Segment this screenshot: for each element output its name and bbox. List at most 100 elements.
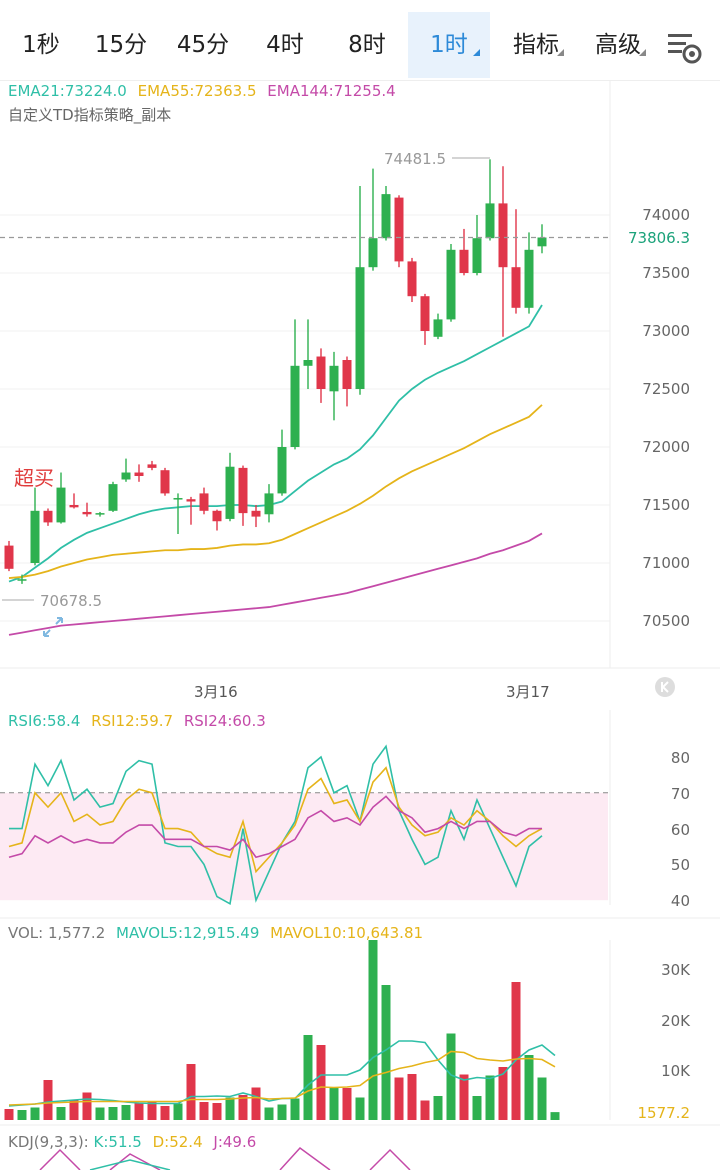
mavol10-label: MAVOL10:10,643.81 xyxy=(270,924,424,942)
rsi12-label: RSI12:59.7 xyxy=(91,712,174,730)
volume-bar xyxy=(4,1109,14,1120)
kdj-chart[interactable] xyxy=(0,1140,720,1170)
volume-chart[interactable] xyxy=(0,920,720,1130)
volume-bar xyxy=(199,1102,209,1120)
volume-bar xyxy=(225,1097,235,1120)
tab-label: 45分 xyxy=(176,32,230,58)
candle-body xyxy=(498,203,508,268)
current-price-label: 73806.3 xyxy=(612,227,706,249)
volume-bar xyxy=(186,1064,196,1120)
rsi-chart[interactable] xyxy=(0,700,720,920)
volume-bar xyxy=(472,1096,482,1120)
expand-icon[interactable] xyxy=(40,614,66,640)
candle-body xyxy=(160,470,170,494)
candle-body xyxy=(199,493,209,511)
candle-body xyxy=(134,472,144,476)
date-tick: 3月16 xyxy=(194,683,238,701)
indicator-name: 自定义TD指标策略_副本 xyxy=(8,106,172,124)
rsi-tick: 60 xyxy=(670,821,690,839)
volume-bar xyxy=(433,1096,443,1120)
volume-bar xyxy=(160,1106,170,1120)
rsi-tick: 70 xyxy=(670,785,690,803)
volume-legend: VOL: 1,577.2 MAVOL5:12,915.49 MAVOL10:10… xyxy=(8,924,429,942)
dropdown-corner-icon xyxy=(557,49,564,56)
price-tick: 71000 xyxy=(642,554,690,572)
rsi24-label: RSI24:60.3 xyxy=(183,712,266,730)
volume-bar xyxy=(498,1067,508,1120)
dropdown-corner-icon xyxy=(639,49,646,56)
volume-bar xyxy=(251,1087,261,1120)
tab-label: 15分 xyxy=(94,32,148,58)
price-tick: 72500 xyxy=(642,380,690,398)
candle-body xyxy=(238,467,248,514)
candle-body xyxy=(225,466,235,519)
volume-bar xyxy=(368,940,378,1120)
candlestick-chart[interactable] xyxy=(0,0,720,700)
kdj-legend: KDJ(9,3,3): K:51.5 D:52.4 J:49.6 xyxy=(8,1133,262,1151)
volume-bar xyxy=(407,1074,417,1120)
candle-body xyxy=(30,510,40,563)
timeframe-tab-bar: 1秒 15分 45分 4时 8时 1时 指标 高级 xyxy=(0,0,720,81)
tab-45m[interactable]: 45分 xyxy=(164,12,242,78)
ema21-label: EMA21:73224.0 xyxy=(8,82,127,100)
overbought-marker: 超买 xyxy=(14,466,54,490)
tab-label: 指标 xyxy=(513,32,559,58)
tab-15m[interactable]: 15分 xyxy=(82,12,160,78)
tab-8h[interactable]: 8时 xyxy=(330,12,404,78)
price-tick: 73000 xyxy=(642,322,690,340)
ema55-label: EMA55:72363.5 xyxy=(137,82,257,100)
price-tick: 73500 xyxy=(642,264,690,282)
kdj-j-label: J:49.6 xyxy=(213,1133,257,1151)
volume-bar xyxy=(420,1100,430,1120)
candle-body xyxy=(381,194,391,239)
volume-bar xyxy=(537,1077,547,1120)
tab-4h[interactable]: 4时 xyxy=(248,12,322,78)
volume-bar xyxy=(355,1097,365,1120)
candle-body xyxy=(303,360,313,366)
candle-body xyxy=(355,267,365,389)
volume-bar xyxy=(342,1088,352,1120)
indicators-menu[interactable]: 指标 xyxy=(498,12,574,78)
mavol-line-mavol10 xyxy=(8,1050,556,1106)
rsi-tick: 80 xyxy=(670,749,690,767)
chart-settings-icon[interactable] xyxy=(664,28,704,68)
volume-bar xyxy=(264,1107,274,1120)
candle-body xyxy=(95,513,105,515)
tab-label: 1秒 xyxy=(22,32,60,58)
candle-body xyxy=(212,510,222,522)
rsi-tick: 40 xyxy=(670,892,690,910)
volume-bar xyxy=(43,1080,53,1120)
volume-label: VOL: 1,577.2 xyxy=(8,924,106,942)
candle-body xyxy=(394,197,404,262)
candle-body xyxy=(459,249,469,273)
tab-label: 8时 xyxy=(348,32,386,58)
candle-body xyxy=(537,237,547,247)
volume-bar xyxy=(238,1095,248,1120)
tab-1s[interactable]: 1秒 xyxy=(6,12,76,78)
kdj-k-label: K:51.5 xyxy=(93,1133,142,1151)
tab-1h[interactable]: 1时 xyxy=(408,12,490,78)
rsi-line-rsi24 xyxy=(8,795,542,859)
volume-tick: 10K xyxy=(661,1062,690,1080)
candle-body xyxy=(121,472,131,480)
candle-body xyxy=(472,238,482,273)
volume-bar xyxy=(212,1103,222,1120)
volume-bar xyxy=(485,1075,495,1120)
volume-tick: 30K xyxy=(661,961,690,979)
mavol5-label: MAVOL5:12,915.49 xyxy=(116,924,260,942)
candle-body xyxy=(277,447,287,494)
candle-body xyxy=(108,484,118,511)
volume-bar xyxy=(290,1098,300,1120)
volume-bar xyxy=(329,1087,339,1120)
candle-body xyxy=(147,464,157,468)
scroll-to-latest-icon[interactable] xyxy=(654,676,676,698)
advanced-menu[interactable]: 高级 xyxy=(580,12,656,78)
rsi-tick: 50 xyxy=(670,856,690,874)
volume-bar xyxy=(134,1102,144,1120)
date-tick: 3月17 xyxy=(506,683,550,701)
candle-body xyxy=(342,360,352,389)
candle-body xyxy=(407,261,417,297)
candle-body xyxy=(368,238,378,268)
volume-bar xyxy=(446,1033,456,1120)
rsi-line-rsi6 xyxy=(9,744,543,906)
